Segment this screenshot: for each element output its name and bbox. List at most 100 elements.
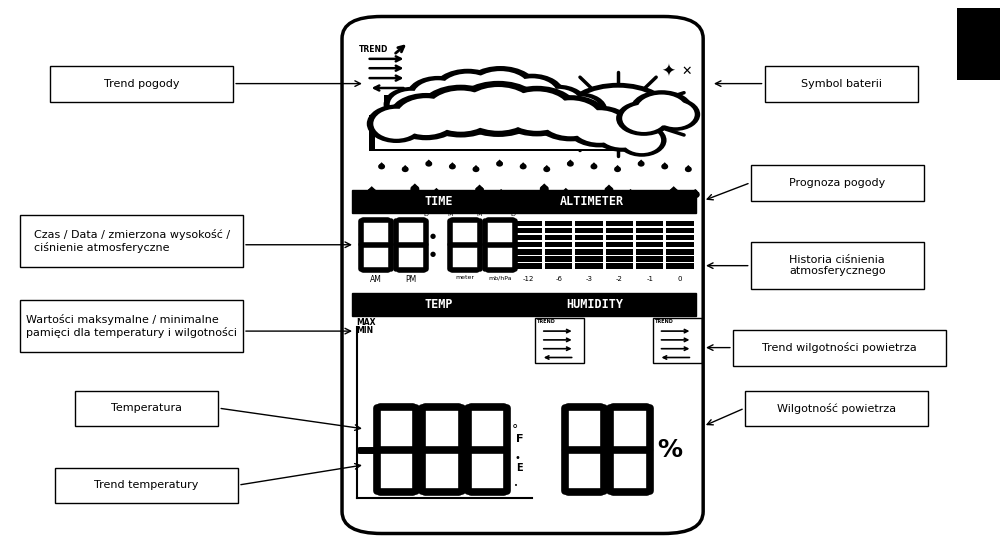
FancyBboxPatch shape (733, 330, 946, 366)
Text: MIN: MIN (356, 326, 373, 335)
Ellipse shape (637, 95, 686, 125)
Ellipse shape (626, 191, 635, 198)
Polygon shape (389, 190, 398, 194)
Text: M: M (477, 212, 482, 217)
Polygon shape (638, 160, 645, 163)
Ellipse shape (533, 95, 608, 141)
Ellipse shape (389, 93, 464, 140)
Bar (515, 235, 542, 240)
Text: Trend temperatury: Trend temperatury (94, 480, 199, 491)
Ellipse shape (453, 81, 544, 137)
FancyBboxPatch shape (745, 390, 928, 426)
Bar (545, 235, 572, 240)
Ellipse shape (590, 164, 597, 169)
Bar (515, 249, 542, 255)
Ellipse shape (669, 188, 678, 195)
Text: meter: meter (455, 275, 474, 280)
Ellipse shape (599, 118, 645, 148)
Text: HUMIDITY: HUMIDITY (566, 298, 623, 311)
Text: Wartości maksymalne / minimalne
pamięci dla temperatury i wilgotności: Wartości maksymalne / minimalne pamięci … (26, 314, 237, 338)
Text: -6: -6 (555, 276, 562, 282)
Ellipse shape (638, 161, 645, 167)
Bar (606, 228, 633, 233)
Ellipse shape (367, 188, 376, 195)
Polygon shape (410, 184, 419, 188)
Bar (636, 242, 663, 248)
Ellipse shape (552, 92, 607, 128)
FancyBboxPatch shape (50, 66, 233, 102)
Ellipse shape (541, 100, 600, 136)
Ellipse shape (656, 102, 695, 127)
Ellipse shape (614, 167, 621, 172)
Ellipse shape (592, 114, 652, 152)
Polygon shape (367, 186, 376, 190)
Text: Symbol baterii: Symbol baterii (801, 79, 882, 89)
Bar (666, 249, 694, 255)
Text: •: • (514, 453, 520, 463)
Ellipse shape (397, 98, 455, 135)
Ellipse shape (463, 87, 534, 131)
Polygon shape (691, 189, 700, 193)
Text: ✕: ✕ (681, 65, 692, 78)
Bar (515, 228, 542, 233)
Bar (535, 318, 584, 363)
Ellipse shape (558, 96, 601, 124)
Ellipse shape (440, 74, 495, 108)
Bar (575, 263, 603, 269)
FancyBboxPatch shape (384, 95, 591, 118)
Ellipse shape (432, 190, 441, 197)
Bar (636, 263, 663, 269)
Ellipse shape (543, 167, 550, 172)
Polygon shape (402, 165, 409, 168)
Polygon shape (425, 160, 432, 163)
Polygon shape (378, 162, 385, 166)
Text: D: D (510, 212, 515, 217)
Polygon shape (661, 162, 668, 166)
Polygon shape (432, 188, 441, 192)
Bar (515, 242, 542, 248)
Ellipse shape (475, 186, 484, 194)
Ellipse shape (402, 167, 409, 172)
Bar (606, 242, 633, 248)
Text: Trend pogody: Trend pogody (104, 79, 179, 89)
Polygon shape (614, 165, 621, 168)
Bar (606, 263, 633, 269)
Ellipse shape (622, 104, 665, 132)
FancyBboxPatch shape (389, 97, 586, 117)
Bar (957, 8, 1000, 80)
Text: Wilgotność powietrza: Wilgotność powietrza (777, 403, 896, 414)
Polygon shape (473, 165, 479, 168)
Text: E: E (516, 464, 523, 474)
Bar (606, 221, 633, 226)
Bar (515, 256, 542, 262)
Bar (545, 256, 572, 262)
Text: °: ° (512, 424, 519, 437)
Bar (636, 228, 663, 233)
Ellipse shape (661, 164, 668, 169)
Text: TIME: TIME (425, 195, 453, 208)
Polygon shape (583, 190, 592, 194)
Ellipse shape (495, 86, 578, 136)
Ellipse shape (518, 192, 527, 199)
Bar (636, 249, 663, 255)
Bar (636, 256, 663, 262)
Circle shape (567, 85, 670, 142)
Polygon shape (496, 160, 503, 163)
Polygon shape (520, 162, 527, 166)
Ellipse shape (561, 190, 570, 197)
Bar (545, 228, 572, 233)
FancyBboxPatch shape (369, 115, 656, 151)
Bar (606, 249, 633, 255)
Text: -12: -12 (523, 276, 534, 282)
Text: TREND: TREND (655, 319, 673, 324)
Ellipse shape (648, 192, 657, 199)
Bar (636, 221, 663, 226)
Ellipse shape (520, 164, 527, 169)
Ellipse shape (378, 164, 385, 169)
FancyBboxPatch shape (20, 214, 243, 267)
Ellipse shape (410, 185, 419, 192)
Text: •: • (514, 483, 518, 490)
Ellipse shape (583, 192, 592, 199)
Text: Trend wilgotności powietrza: Trend wilgotności powietrza (762, 342, 917, 353)
Text: mb/hPa: mb/hPa (489, 275, 512, 280)
